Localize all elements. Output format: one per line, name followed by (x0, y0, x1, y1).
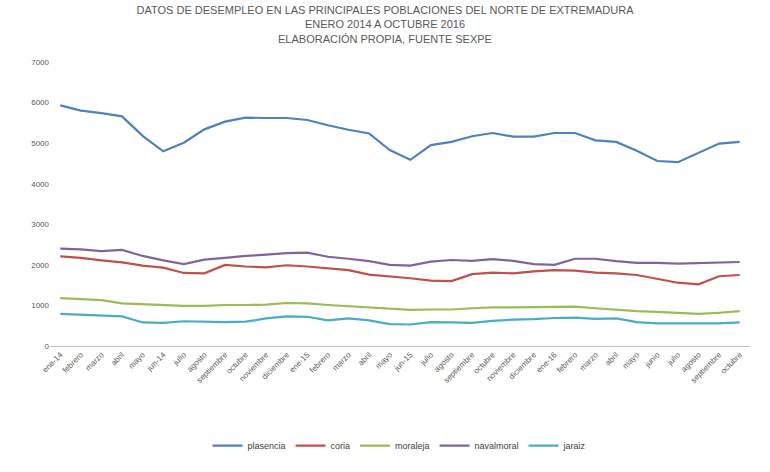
svg-text:noviembre: noviembre (485, 350, 518, 383)
svg-text:diciembre: diciembre (260, 350, 291, 381)
svg-text:marzo: marzo (331, 350, 353, 372)
svg-text:2000: 2000 (31, 261, 49, 270)
svg-text:moraleja: moraleja (395, 441, 430, 451)
svg-text:ene-14: ene-14 (41, 350, 65, 374)
svg-text:octubre: octubre (225, 350, 251, 376)
svg-text:mayo: mayo (374, 350, 395, 371)
svg-text:5000: 5000 (31, 139, 49, 148)
svg-text:1000: 1000 (31, 301, 49, 310)
svg-text:julio: julio (665, 350, 683, 368)
svg-text:junio: junio (643, 350, 662, 369)
svg-text:septiembre: septiembre (689, 350, 724, 385)
svg-text:agosto: agosto (679, 350, 703, 374)
svg-text:octubre: octubre (472, 350, 498, 376)
svg-text:agosto: agosto (432, 350, 456, 374)
svg-text:febrero: febrero (555, 350, 580, 375)
svg-text:navalmoral: navalmoral (475, 441, 519, 451)
svg-text:agosto: agosto (185, 350, 209, 374)
svg-text:noviembre: noviembre (238, 350, 271, 383)
svg-text:7000: 7000 (31, 58, 49, 67)
svg-text:septiembre: septiembre (195, 350, 230, 385)
svg-text:abril: abril (109, 350, 126, 367)
svg-text:ene-15: ene-15 (288, 350, 312, 374)
svg-text:jun-14: jun-14 (145, 350, 168, 373)
svg-text:febrero: febrero (308, 350, 333, 375)
svg-text:DATOS DE DESEMPLEO EN LAS PRIN: DATOS DE DESEMPLEO EN LAS PRINCIPALES PO… (137, 4, 635, 45)
svg-text:julio: julio (171, 350, 189, 368)
svg-text:septiembre: septiembre (442, 350, 477, 385)
svg-text:jaraiz: jaraiz (563, 441, 586, 451)
svg-text:mayo: mayo (127, 350, 148, 371)
svg-text:febrero: febrero (61, 350, 86, 375)
svg-text:jun-15: jun-15 (392, 350, 415, 373)
svg-text:marzo: marzo (578, 350, 600, 372)
svg-text:diciembre: diciembre (507, 350, 538, 381)
svg-text:marzo: marzo (84, 350, 106, 372)
svg-text:abril: abril (356, 350, 373, 367)
svg-text:4000: 4000 (31, 180, 49, 189)
svg-text:0: 0 (45, 342, 50, 351)
svg-text:ene-16: ene-16 (535, 350, 559, 374)
svg-text:mayo: mayo (621, 350, 642, 371)
svg-text:coria: coria (331, 441, 351, 451)
svg-text:3000: 3000 (31, 220, 49, 229)
svg-text:julio: julio (418, 350, 436, 368)
svg-text:abril: abril (603, 350, 620, 367)
svg-text:plasencia: plasencia (248, 441, 286, 451)
svg-text:octubre: octubre (719, 350, 745, 376)
svg-text:6000: 6000 (31, 98, 49, 107)
